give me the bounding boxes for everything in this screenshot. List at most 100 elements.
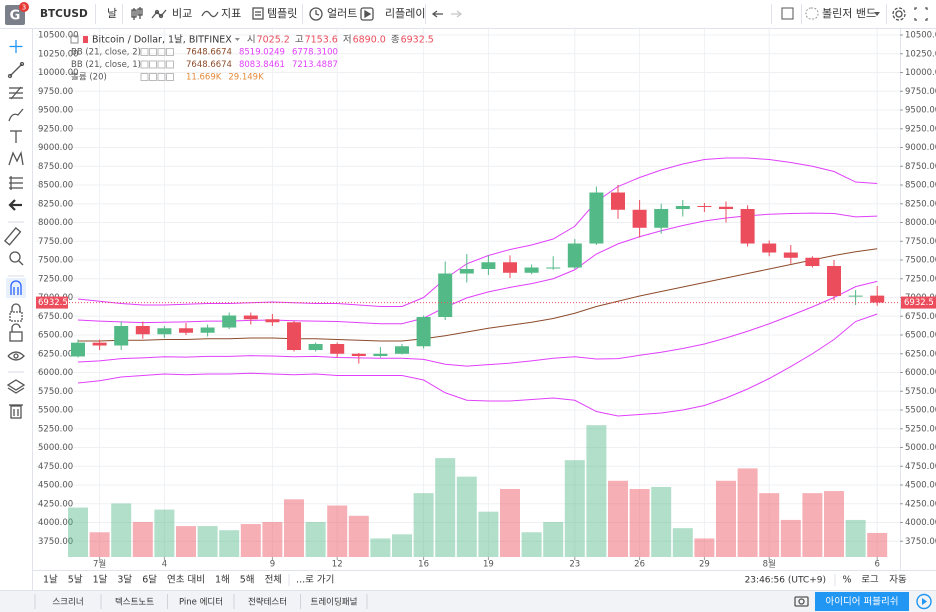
pattern-tool[interactable] bbox=[8, 150, 24, 166]
legend-collapse[interactable] bbox=[70, 35, 79, 44]
templates-icon[interactable] bbox=[252, 7, 264, 20]
volume-bar bbox=[435, 458, 456, 557]
volume-bar bbox=[348, 515, 369, 557]
range-button[interactable]: 5해 bbox=[240, 574, 255, 586]
y-tick-label: 8500.00 bbox=[905, 181, 936, 191]
range-button[interactable]: 1해 bbox=[215, 574, 230, 586]
range-button[interactable]: 6달 bbox=[142, 574, 157, 586]
alert[interactable]: 얼러트 bbox=[327, 6, 357, 20]
y-tick-label: 4500.00 bbox=[905, 481, 936, 491]
study-icon[interactable] bbox=[805, 7, 819, 20]
y-tick-label: 10000.00 bbox=[905, 68, 936, 78]
replay[interactable]: 리플레이 bbox=[385, 7, 425, 20]
study-control[interactable] bbox=[149, 48, 157, 56]
study-control[interactable] bbox=[140, 60, 149, 69]
goto-button[interactable]: ...로 가기 bbox=[296, 575, 334, 586]
range-button[interactable]: 5날 bbox=[68, 575, 83, 586]
range-button[interactable]: 전체 bbox=[265, 575, 282, 586]
alert-icon[interactable] bbox=[309, 7, 323, 21]
y-tick-label-left: 5500.00 bbox=[38, 406, 73, 416]
study-control[interactable] bbox=[157, 73, 166, 81]
compare-icon[interactable] bbox=[151, 9, 167, 19]
legend-symbol-icon bbox=[83, 36, 88, 43]
study-control[interactable] bbox=[140, 48, 149, 56]
back-tool[interactable] bbox=[8, 199, 22, 211]
text-tool[interactable] bbox=[10, 130, 22, 143]
study-control[interactable] bbox=[149, 73, 157, 81]
lock-drawings-tool[interactable] bbox=[9, 303, 23, 322]
replay-icon[interactable] bbox=[360, 7, 374, 21]
y-tick-label-left: 4250.00 bbox=[38, 499, 73, 509]
publish-button[interactable] bbox=[815, 592, 909, 611]
candles-icon[interactable] bbox=[131, 7, 143, 20]
range-button[interactable]: 1날 bbox=[43, 575, 58, 586]
zoom-tool[interactable] bbox=[9, 251, 24, 266]
candle-body bbox=[135, 326, 150, 335]
candle-body bbox=[762, 243, 777, 253]
layout-checkbox[interactable] bbox=[781, 7, 794, 20]
log-toggle[interactable]: 로그 bbox=[861, 575, 879, 586]
measure-tool[interactable] bbox=[4, 227, 22, 246]
bottom-bar: 1날 5날 1달 3달 6달 연초 대비 1해 5해 전체 ...로 가기 23:46:56 (UT… bbox=[34, 574, 907, 609]
study-dropdown[interactable] bbox=[874, 12, 880, 16]
visibility-tool[interactable] bbox=[7, 351, 25, 361]
y-tick-label: 6750.00 bbox=[905, 312, 936, 322]
brush-tool[interactable] bbox=[8, 108, 24, 122]
magnet-tool[interactable] bbox=[10, 280, 22, 295]
panel-tab[interactable]: 텍스트노트 bbox=[115, 597, 154, 608]
x-tick-label: 29 bbox=[699, 560, 710, 570]
indicators[interactable]: 지표 bbox=[221, 7, 241, 20]
ohlc-value: 6932.5 bbox=[401, 35, 434, 46]
panel-tab[interactable]: 스크리너 bbox=[52, 597, 83, 608]
study-value: 7648.6674 bbox=[186, 60, 232, 70]
study-control[interactable] bbox=[166, 60, 174, 69]
study-control[interactable] bbox=[149, 60, 157, 69]
volume-bar bbox=[543, 521, 564, 557]
candle-body bbox=[157, 328, 172, 335]
x-tick-label: 19 bbox=[483, 560, 494, 570]
range-button[interactable]: 연초 대비 bbox=[167, 575, 205, 586]
undo-icon[interactable] bbox=[431, 10, 443, 18]
study-control[interactable] bbox=[157, 60, 166, 69]
panel-tab[interactable]: 트레이딩패널 bbox=[311, 597, 358, 608]
ohlc-prefix: 시 bbox=[247, 35, 256, 46]
study-control[interactable] bbox=[140, 73, 149, 81]
candle-body bbox=[805, 257, 820, 267]
lock-tool[interactable] bbox=[9, 323, 23, 342]
play-button[interactable] bbox=[916, 593, 932, 610]
candle-body bbox=[481, 262, 496, 270]
study-control[interactable] bbox=[166, 48, 174, 56]
study-control[interactable] bbox=[166, 73, 174, 81]
candle-body bbox=[546, 267, 561, 269]
percent-toggle[interactable]: % bbox=[842, 575, 851, 586]
redo-icon[interactable] bbox=[451, 10, 463, 18]
auto-toggle[interactable]: 자동 bbox=[889, 575, 907, 586]
trash-tool[interactable] bbox=[9, 404, 23, 419]
y-tick-label-left: 7250.00 bbox=[38, 274, 73, 284]
study-template[interactable]: 볼린저 밴드 bbox=[822, 7, 876, 20]
x-tick-label: 23 bbox=[569, 560, 580, 570]
camera-icon[interactable] bbox=[794, 596, 809, 607]
crosshair-tool[interactable] bbox=[9, 40, 23, 53]
range-button[interactable]: 3달 bbox=[117, 574, 132, 586]
panel-tab[interactable]: Pine 에디터 bbox=[179, 598, 223, 608]
y-tick-label: 5500.00 bbox=[905, 406, 936, 416]
layers-tool[interactable] bbox=[6, 379, 26, 394]
interval[interactable]: 날 bbox=[107, 7, 117, 20]
candle-body bbox=[654, 209, 669, 228]
volume-bar bbox=[867, 532, 888, 557]
trendline-tool[interactable] bbox=[7, 61, 25, 79]
fullscreen-icon[interactable] bbox=[914, 7, 928, 21]
symbol[interactable]: BTCUSD bbox=[40, 8, 88, 20]
range-button[interactable]: 1달 bbox=[93, 574, 108, 586]
settings-icon[interactable] bbox=[892, 7, 906, 21]
study-control[interactable] bbox=[157, 48, 166, 56]
indicators-icon[interactable] bbox=[201, 10, 219, 18]
templates[interactable]: 템플릿 bbox=[267, 7, 297, 20]
prediction-tool[interactable] bbox=[9, 176, 23, 190]
fib-tool[interactable] bbox=[9, 86, 23, 100]
compare[interactable]: 비교 bbox=[172, 7, 192, 20]
panel-tab[interactable]: 전략테스터 bbox=[248, 597, 287, 608]
legend-dropdown[interactable] bbox=[234, 38, 240, 41]
